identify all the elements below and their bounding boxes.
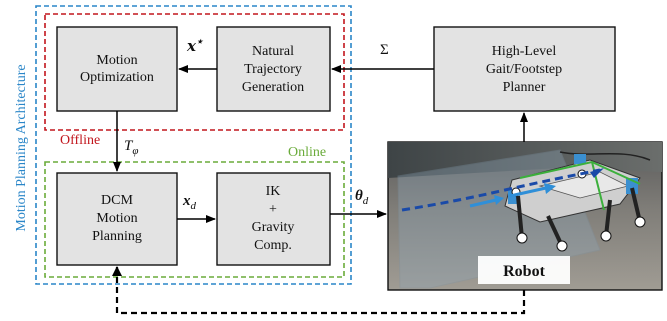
- feedback-path: [115, 267, 526, 315]
- planner-line-3: Planner: [503, 80, 546, 95]
- ik-line-3: Gravity: [252, 220, 295, 235]
- ik-line-1: IK: [266, 184, 281, 199]
- ik-gravity-block: IK + Gravity Comp.: [216, 172, 331, 266]
- robot-label-badge: [478, 256, 570, 284]
- label-x-star: 𝒙⋆: [186, 36, 204, 55]
- robot-label: Robot: [503, 263, 545, 280]
- planner-line-1: High-Level: [492, 44, 557, 59]
- label-x-d: xd: [182, 193, 197, 212]
- natural-trajectory-line-1: Natural: [252, 44, 294, 59]
- motion-optimization-block: Motion Optimization: [56, 26, 178, 112]
- motion-optimization-line-1: Motion: [96, 53, 137, 68]
- trajectory-path: [401, 168, 601, 212]
- natural-trajectory-line-2: Trajectory: [244, 62, 302, 77]
- dcm-line-2: Motion: [96, 211, 137, 226]
- ik-line-4: Comp.: [254, 238, 292, 253]
- dcm-line-1: DCM: [101, 193, 133, 208]
- offline-region: [44, 13, 345, 131]
- architecture-side-label: Motion Planning Architecture: [14, 64, 29, 231]
- motion-optimization-line-2: Optimization: [80, 70, 154, 85]
- online-region: [44, 161, 345, 278]
- quadruped-robot-icon: [504, 154, 646, 252]
- planner-line-2: Gait/Footstep: [486, 62, 562, 77]
- offline-label: Offline: [60, 133, 100, 148]
- robot-photo: Robot: [387, 141, 663, 291]
- ik-line-2: +: [269, 202, 277, 217]
- label-t-phi: Tφ: [124, 138, 138, 157]
- natural-trajectory-line-3: Generation: [242, 80, 304, 95]
- online-label: Online: [288, 145, 326, 160]
- feedback-arrowhead: [112, 266, 122, 276]
- dcm-planning-block: DCM Motion Planning: [56, 172, 178, 266]
- label-theta-d: θd: [355, 188, 369, 207]
- dcm-line-3: Planning: [92, 229, 142, 244]
- high-level-planner-block: High-Level Gait/Footstep Planner: [433, 26, 616, 112]
- natural-trajectory-block: Natural Trajectory Generation: [216, 26, 331, 112]
- label-sigma: Σ: [380, 42, 389, 58]
